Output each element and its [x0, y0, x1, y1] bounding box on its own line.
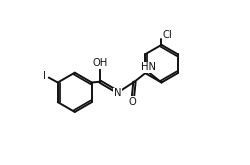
Text: OH: OH [92, 58, 107, 68]
Text: HN: HN [140, 62, 155, 72]
Text: I: I [42, 71, 45, 81]
Text: Cl: Cl [162, 30, 172, 40]
Text: N: N [113, 88, 120, 98]
Text: O: O [128, 97, 136, 107]
